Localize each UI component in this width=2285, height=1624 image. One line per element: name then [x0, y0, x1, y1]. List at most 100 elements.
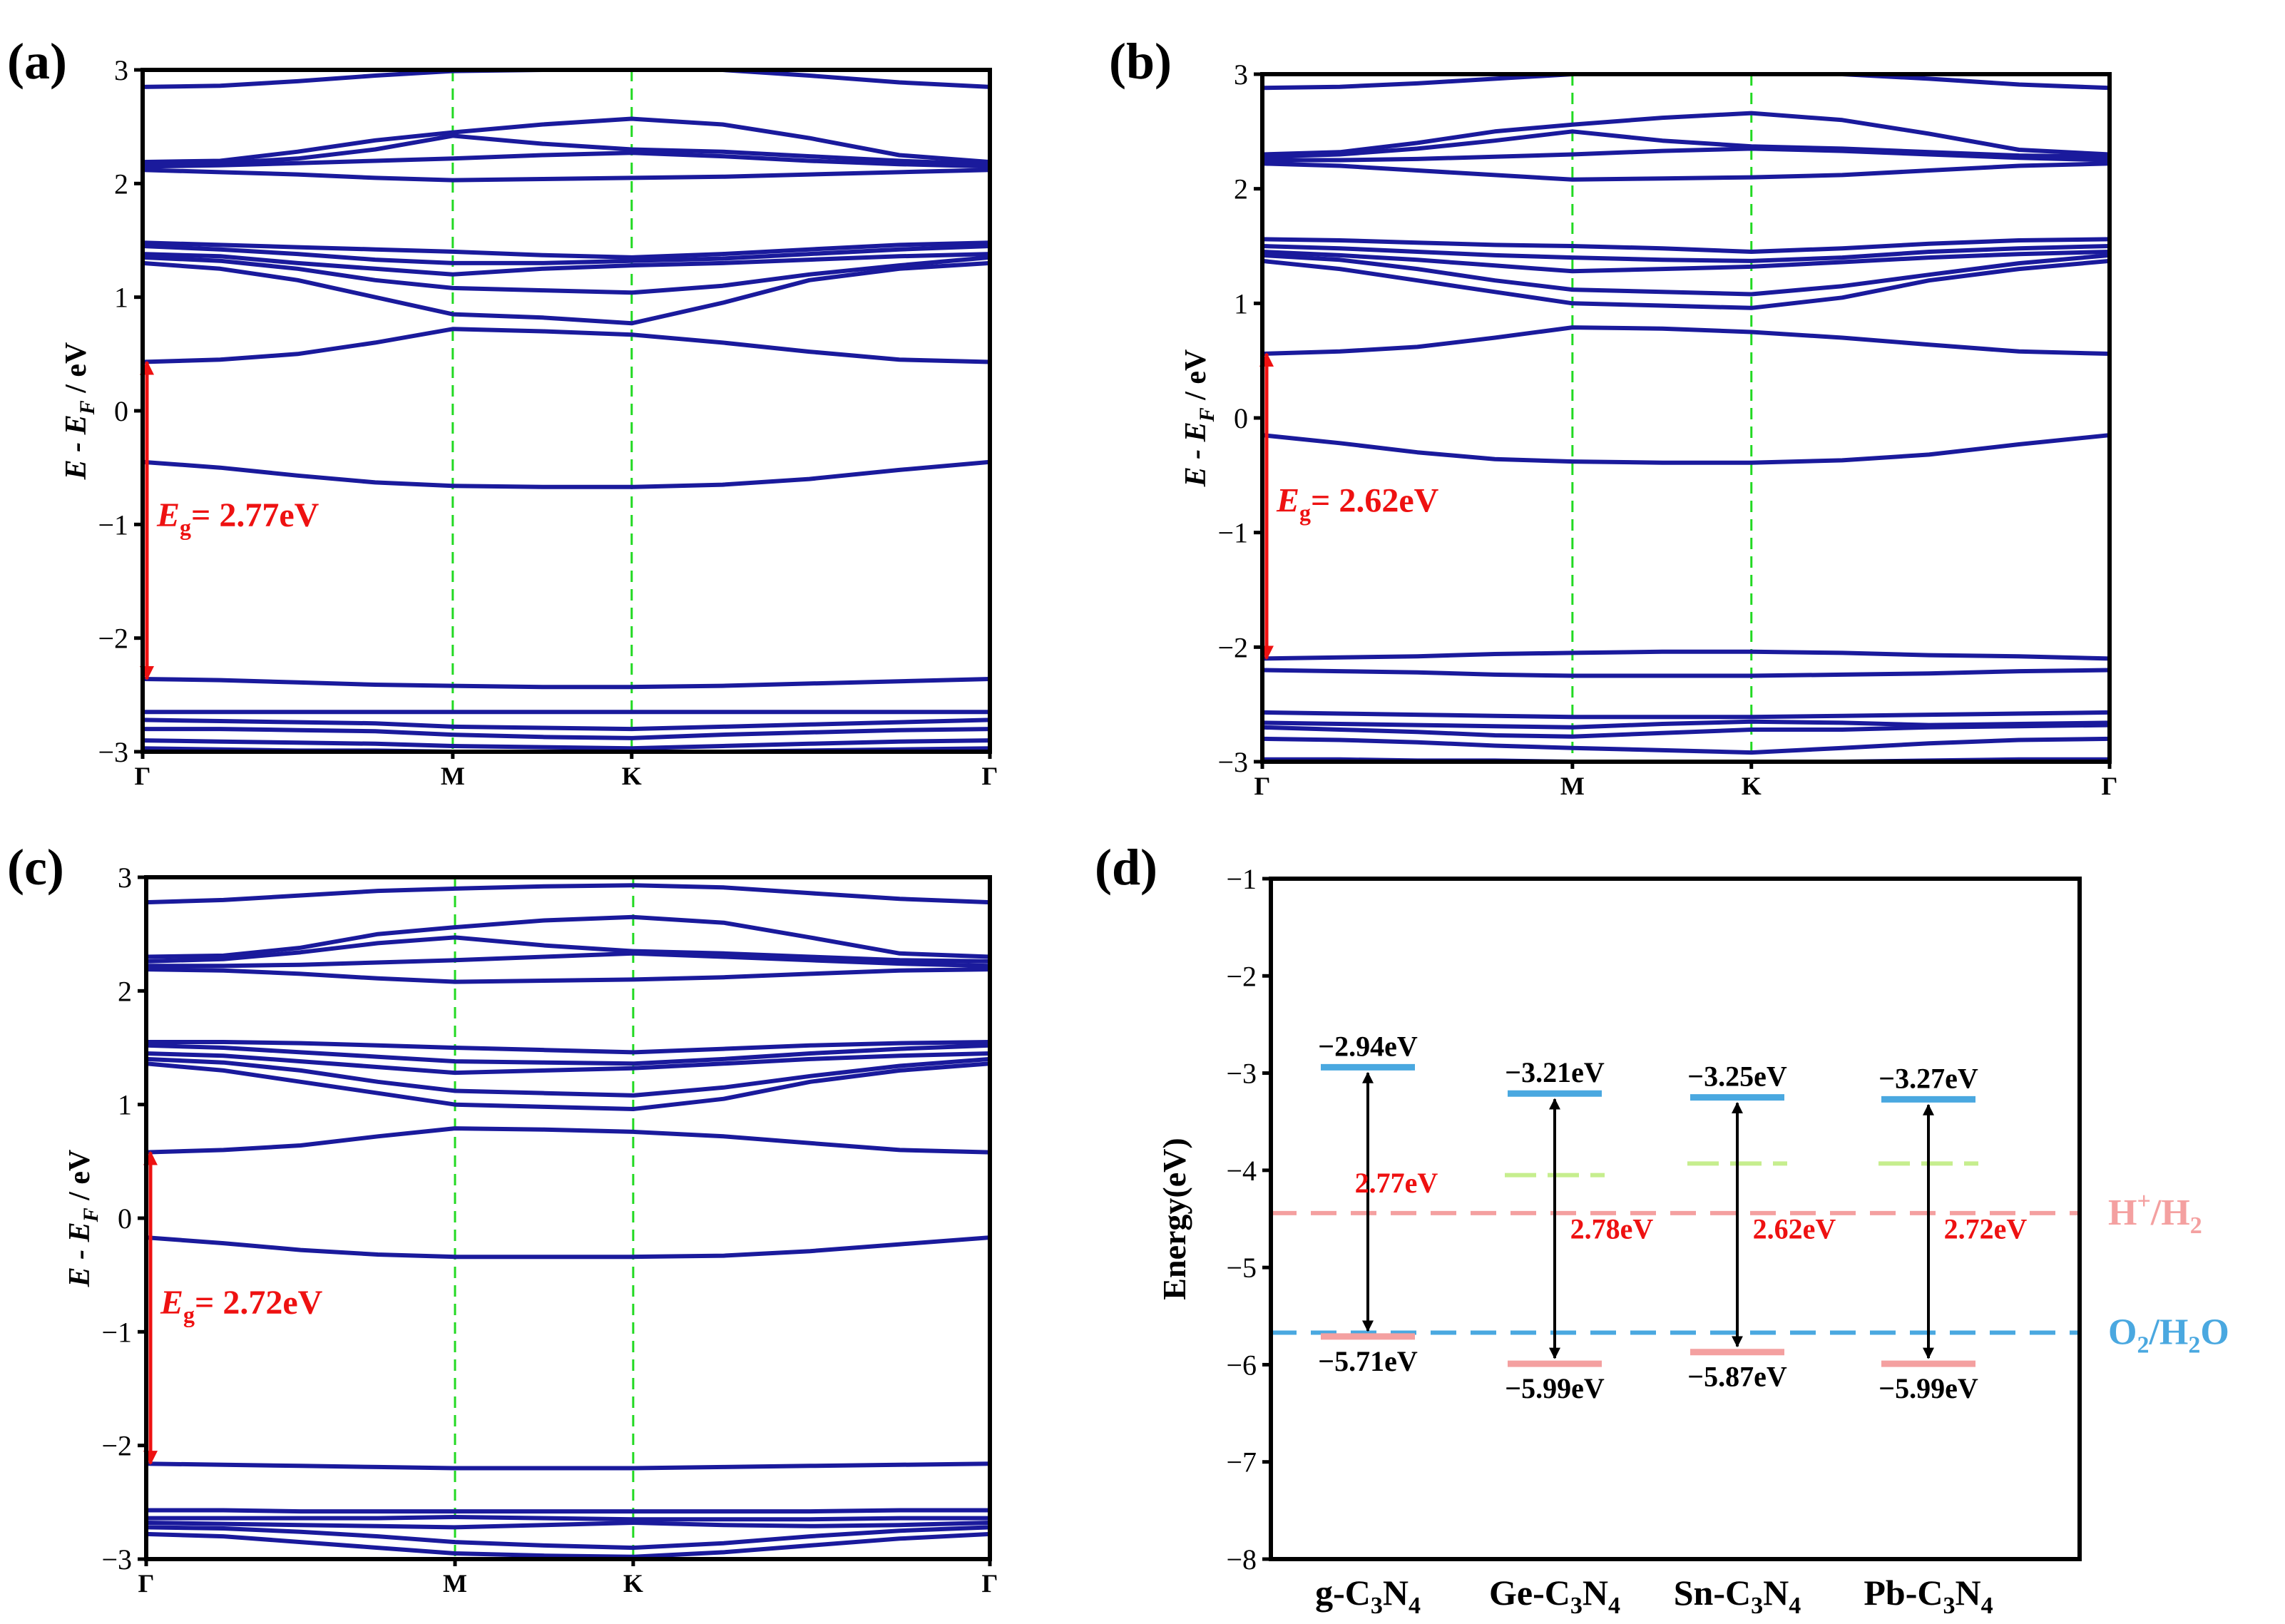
y-tick-label: 0	[114, 395, 128, 427]
band-line	[1262, 722, 2110, 739]
category-label-sub: 4	[1409, 1593, 1421, 1619]
band-line	[146, 1508, 990, 1514]
band-line	[146, 1531, 990, 1559]
category-label-sub: 3	[1371, 1593, 1383, 1619]
band-line	[143, 727, 990, 740]
x-tick-label: Γ	[2102, 772, 2118, 800]
y-tick-label: 1	[1234, 287, 1248, 320]
y-axis-label-unit: / eV	[60, 342, 93, 401]
gap-value-label: 2.78eV	[1570, 1212, 1654, 1245]
band-line	[143, 240, 990, 260]
band-line	[143, 252, 990, 277]
y-tick-label: 1	[114, 282, 128, 314]
category-label-sub: 4	[1981, 1593, 1993, 1619]
category-label-part: g-C	[1315, 1573, 1371, 1613]
panel-label: (c)	[7, 839, 64, 896]
gap-label-value: = 2.72eV	[195, 1284, 323, 1322]
x-tick-label: Γ	[982, 762, 998, 790]
gap-label-sub: g	[180, 514, 191, 540]
x-tick-label: M	[441, 762, 465, 790]
category-label-part: Pb-C	[1864, 1573, 1943, 1613]
band-line	[143, 70, 990, 89]
band-line	[143, 255, 990, 295]
y-axis-label-sub: F	[79, 1207, 103, 1222]
reference-label-part: O	[2200, 1312, 2229, 1352]
category-label: Pb-C3N4	[1864, 1573, 1993, 1619]
y-tick-label: 2	[114, 168, 128, 200]
y-tick-label: 3	[114, 54, 128, 86]
x-tick-label: Γ	[1254, 772, 1271, 800]
band-line	[146, 1521, 990, 1530]
y-axis-label-main: E - E	[63, 1222, 96, 1287]
band-line	[146, 1235, 990, 1260]
y-tick-label: 2	[118, 975, 132, 1007]
x-tick-label: Γ	[982, 1569, 998, 1598]
gap-value-label: 2.72eV	[1944, 1212, 2028, 1245]
band-line	[1262, 146, 2110, 163]
band-line	[143, 717, 990, 732]
gap-label: Eg= 2.77eV	[156, 496, 320, 540]
band-line	[1262, 161, 2110, 182]
y-tick-label: −2	[1217, 631, 1248, 663]
y-tick-label: −2	[98, 623, 128, 655]
band-line	[146, 1040, 990, 1055]
gap-label-symbol: E	[160, 1284, 183, 1322]
category-label: Sn-C3N4	[1674, 1573, 1801, 1619]
band-line	[1262, 325, 2110, 356]
vbm-label: −5.87eV	[1687, 1361, 1787, 1393]
category-label-sub: 4	[1789, 1593, 1801, 1619]
y-tick-label: 1	[118, 1089, 132, 1121]
alignment-panel: H+/H2O2/H2O−2.94eV−5.71eV2.77eVg-C3N4−3.…	[1095, 839, 2229, 1619]
y-axis-label-sub: F	[76, 400, 99, 415]
band-line	[143, 260, 990, 326]
band-line	[146, 951, 990, 969]
panel-label: (d)	[1095, 839, 1157, 896]
band-line	[146, 1525, 990, 1551]
vbm-label: −5.71eV	[1318, 1345, 1418, 1377]
band-line	[146, 1056, 990, 1098]
band-line	[143, 168, 990, 183]
y-tick-label: 3	[1234, 58, 1248, 91]
y-axis-label-main: E - E	[1180, 422, 1212, 487]
band-line	[143, 150, 990, 169]
y-axis-label: E - EF / eV	[1180, 349, 1219, 488]
band-line	[143, 677, 990, 690]
band-line	[1262, 237, 2110, 254]
cbm-label: −3.21eV	[1505, 1056, 1605, 1088]
cbm-label: −2.94eV	[1318, 1030, 1418, 1062]
band-line	[1262, 710, 2110, 720]
band-line	[146, 1051, 990, 1076]
y-tick-label: −1	[1217, 517, 1248, 549]
gap-label-value: = 2.77eV	[191, 496, 320, 534]
reference-label-part: /H	[2150, 1193, 2190, 1233]
band-line	[146, 935, 990, 964]
category-label-part: Ge-C	[1489, 1573, 1570, 1613]
y-axis-label-main: E - E	[60, 414, 93, 480]
band-line	[1262, 252, 2110, 297]
y-tick-label: −3	[101, 1543, 132, 1576]
y-tick-label: −1	[98, 509, 128, 541]
gap-label-symbol: E	[1276, 482, 1299, 520]
y-tick-label: −3	[1217, 746, 1248, 778]
x-tick-label: M	[1560, 772, 1585, 800]
x-tick-label: Γ	[135, 762, 151, 790]
y-tick-label: −5	[1226, 1252, 1257, 1284]
y-tick-label: 3	[118, 862, 132, 894]
band-line	[1262, 258, 2110, 310]
band-line	[146, 1461, 990, 1471]
band-line	[1262, 736, 2110, 755]
band-line	[1262, 111, 2110, 157]
band-line	[143, 459, 990, 489]
band-line	[1262, 433, 2110, 465]
band-line	[146, 883, 990, 905]
reference-label-sub: 2	[2188, 1332, 2200, 1358]
y-tick-label: 2	[1234, 173, 1248, 205]
gap-label-value: = 2.62eV	[1311, 482, 1439, 520]
gap-label-symbol: E	[156, 496, 180, 534]
category-label-sub: 4	[1608, 1593, 1620, 1619]
bands	[143, 70, 990, 752]
band-line	[146, 1126, 990, 1155]
